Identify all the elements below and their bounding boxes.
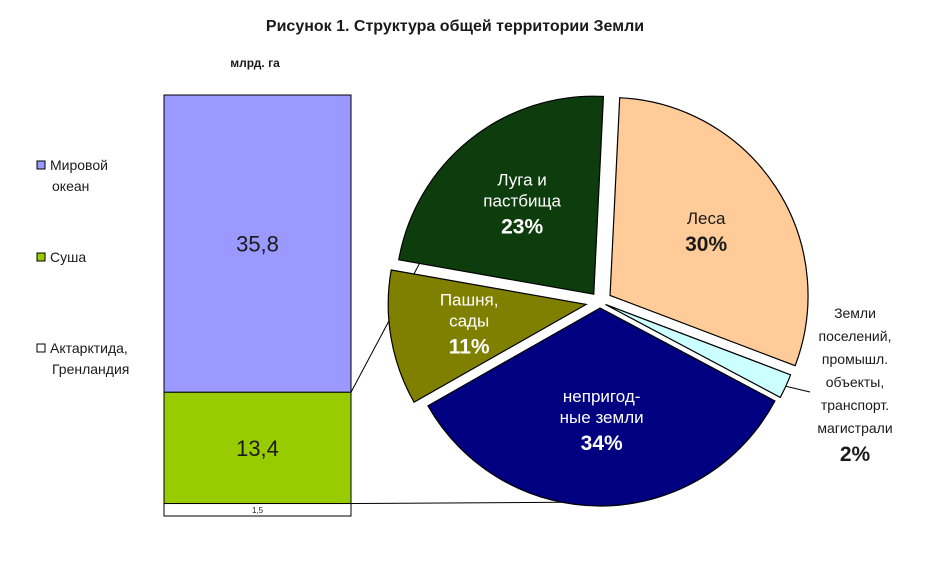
pie-percent-пашня-сады: 11% [449, 336, 490, 359]
pie-label-луга-и-пастбища: Луга и [497, 170, 546, 189]
legend-swatch-3 [36, 343, 46, 353]
pie-label-непригодные-земли: ные земли [560, 408, 644, 427]
pie-label-непригодные-земли: непригод- [563, 387, 641, 406]
pie-label-земли-поселений-промышл-объекты-транспорт-магистрали: магистрали [817, 420, 892, 436]
pie-percent-непригодные-земли: 34% [581, 432, 623, 455]
bar-segment-2 [163, 391, 352, 505]
bar-value-label-1: 35,8 [236, 232, 279, 257]
pie-chart [387, 95, 809, 507]
pie-label-леса: Леса [687, 209, 726, 228]
legend-swatch-1 [36, 160, 46, 170]
legend-label-3: Актарктида, [50, 340, 128, 356]
pie-label-земли-поселений-промышл-объекты-транспорт-магистрали: транспорт. [821, 397, 889, 413]
bar-value-label-2: 13,4 [236, 436, 279, 461]
legend-label-3: Гренландия [52, 361, 129, 377]
bar-segment-3 [163, 503, 352, 517]
pie-leader-line [785, 385, 811, 393]
chart-title: Рисунок 1. Структура общей территории Зе… [266, 18, 644, 35]
legend-label-1: океан [52, 178, 89, 194]
pie-percent-леса: 30% [685, 233, 727, 256]
bar-segment-1 [163, 94, 352, 393]
pie-label-пашня-сады: сады [449, 312, 489, 331]
legend-label-2: Суша [50, 249, 86, 265]
pie-label-пашня-сады: Пашня, [440, 291, 499, 310]
stacked-bar: 35,8 13,4 1,5 [163, 94, 352, 517]
pie-slice-пашня-сады [387, 269, 588, 404]
pie-percent-луга-и-пастбища: 23% [501, 215, 543, 238]
pie-label-луга-и-пастбища: пастбища [483, 191, 561, 210]
pie-slice-луга-и-пастбища [398, 95, 605, 295]
pie-label-земли-поселений-промышл-объекты-транспорт-магистрали: объекты, [826, 374, 885, 390]
legend-swatch-2 [36, 252, 46, 262]
pie-labels: Луга и пастбища 23% Леса 30% Земли поселений, п… [440, 170, 893, 466]
bar-value-label-3: 1,5 [252, 506, 264, 515]
pie-slice-непригодные-земли [427, 307, 776, 507]
pie-slice-леса [609, 97, 809, 367]
y-axis-unit-label: млрд. га [230, 56, 280, 70]
legend: Мировой океан Суша Актарктида, Гренландия [36, 157, 129, 377]
pie-label-земли-поселений-промышл-объекты-транспорт-магистрали: поселений, [819, 328, 892, 344]
pie-percent-земли-поселений-промышл-объекты-транспорт-магистрали: 2% [840, 443, 871, 466]
pie-label-земли-поселений-промышл-объекты-транспорт-магистрали: Земли [834, 305, 876, 321]
legend-label-1: Мировой [50, 157, 108, 173]
pie-label-земли-поселений-промышл-объекты-транспорт-магистрали: промышл. [822, 351, 888, 367]
